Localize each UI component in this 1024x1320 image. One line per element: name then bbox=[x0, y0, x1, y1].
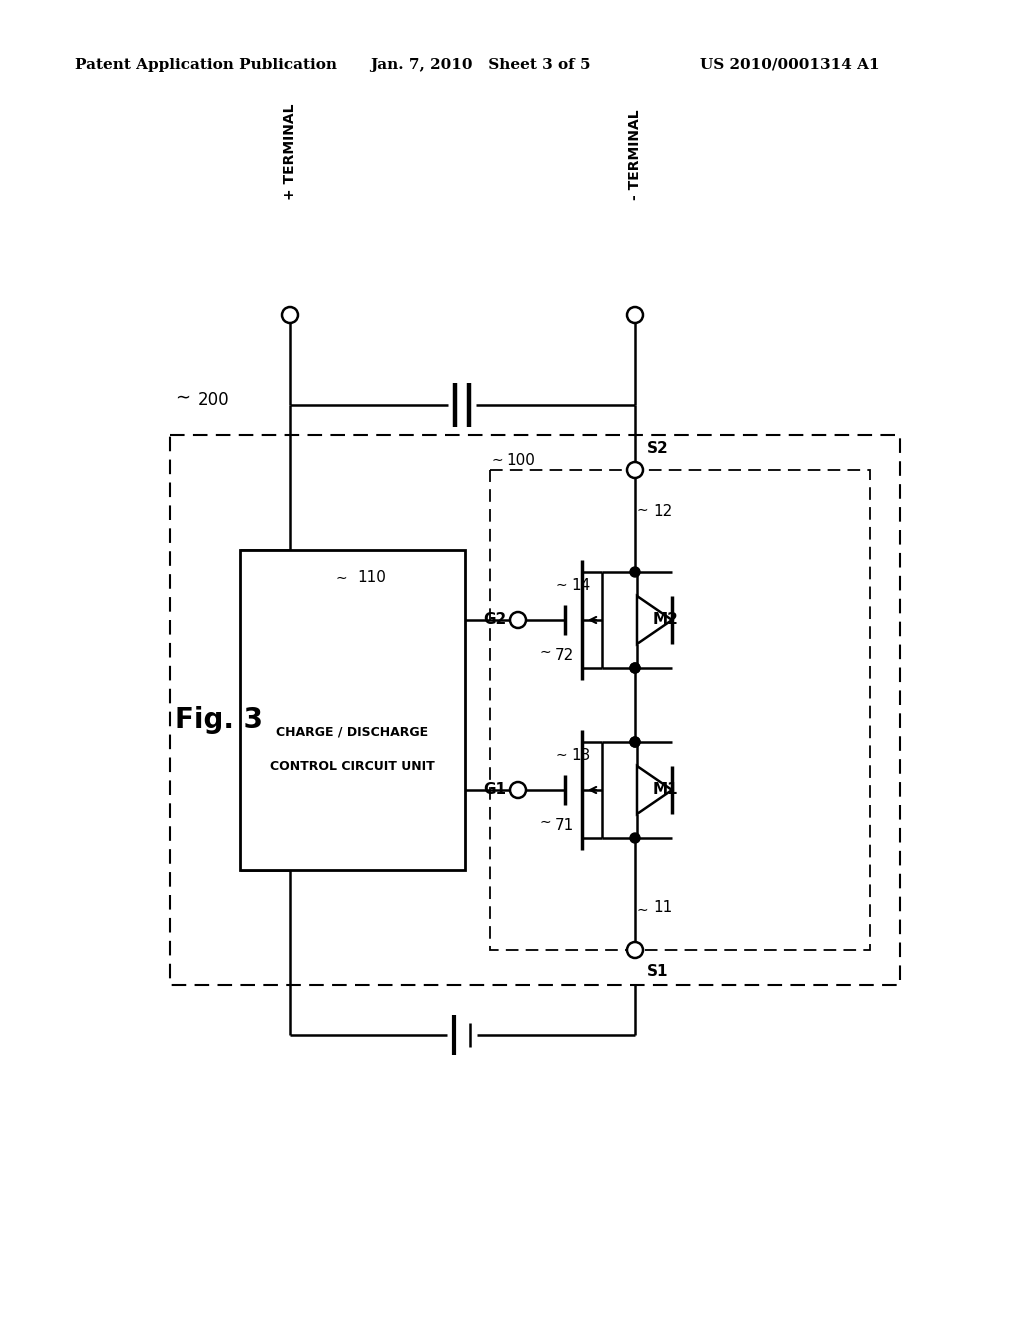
Text: 12: 12 bbox=[653, 504, 672, 520]
Text: 110: 110 bbox=[357, 570, 386, 586]
Text: ∼: ∼ bbox=[556, 578, 567, 591]
Text: CONTROL CIRCUIT UNIT: CONTROL CIRCUIT UNIT bbox=[269, 760, 434, 774]
Text: M2: M2 bbox=[653, 612, 679, 627]
Text: 72: 72 bbox=[555, 648, 574, 663]
Text: 71: 71 bbox=[555, 817, 574, 833]
Circle shape bbox=[627, 308, 643, 323]
Text: G2: G2 bbox=[482, 612, 506, 627]
Text: ∼: ∼ bbox=[556, 748, 567, 762]
Text: - TERMINAL: - TERMINAL bbox=[628, 110, 642, 201]
Text: + TERMINAL: + TERMINAL bbox=[283, 103, 297, 201]
Text: Jan. 7, 2010   Sheet 3 of 5: Jan. 7, 2010 Sheet 3 of 5 bbox=[370, 58, 591, 73]
Circle shape bbox=[627, 942, 643, 958]
Text: ∼: ∼ bbox=[175, 389, 190, 407]
Bar bbox=[490, 470, 870, 950]
Text: US 2010/0001314 A1: US 2010/0001314 A1 bbox=[700, 58, 880, 73]
Circle shape bbox=[510, 781, 526, 799]
Text: 11: 11 bbox=[653, 900, 672, 916]
Text: Patent Application Publication: Patent Application Publication bbox=[75, 58, 337, 73]
Text: ∼: ∼ bbox=[492, 453, 504, 467]
Bar bbox=[240, 550, 465, 870]
Text: M1: M1 bbox=[653, 783, 679, 797]
Bar bbox=[170, 436, 900, 985]
Text: 14: 14 bbox=[571, 578, 590, 593]
Text: S2: S2 bbox=[647, 441, 669, 455]
Text: 200: 200 bbox=[198, 391, 229, 409]
Text: ∼: ∼ bbox=[540, 814, 552, 829]
Text: ∼: ∼ bbox=[336, 572, 347, 585]
Text: Fig. 3: Fig. 3 bbox=[175, 706, 263, 734]
Circle shape bbox=[630, 737, 640, 747]
Text: ∼: ∼ bbox=[637, 503, 648, 517]
Text: S1: S1 bbox=[647, 964, 669, 979]
Circle shape bbox=[630, 568, 640, 577]
Circle shape bbox=[630, 663, 640, 673]
Text: G1: G1 bbox=[483, 783, 506, 797]
Circle shape bbox=[510, 612, 526, 628]
Text: ∼: ∼ bbox=[540, 645, 552, 659]
Text: ∼: ∼ bbox=[637, 903, 648, 917]
Text: CHARGE / DISCHARGE: CHARGE / DISCHARGE bbox=[275, 726, 428, 738]
Circle shape bbox=[627, 462, 643, 478]
Circle shape bbox=[282, 308, 298, 323]
Text: 100: 100 bbox=[506, 453, 535, 469]
Circle shape bbox=[630, 833, 640, 843]
Text: 13: 13 bbox=[571, 747, 591, 763]
Circle shape bbox=[630, 663, 640, 673]
Circle shape bbox=[630, 737, 640, 747]
